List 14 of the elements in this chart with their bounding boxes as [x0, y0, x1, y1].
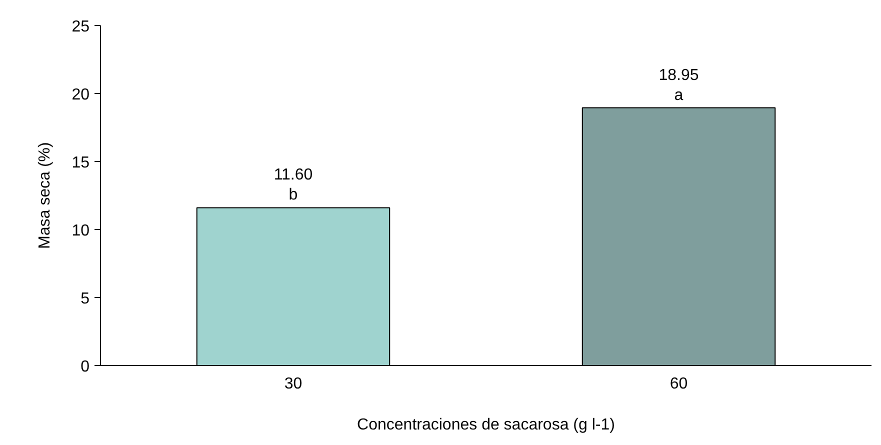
annotation: a	[674, 86, 684, 104]
x-tick-label: 60	[670, 376, 688, 392]
data-label: 11.60	[274, 166, 313, 184]
y-tick-label: 20	[72, 86, 90, 104]
x-tick-label: 30	[284, 376, 302, 392]
y-axis-title: Masa seca (%)	[36, 142, 54, 249]
y-tick-label: 5	[80, 290, 90, 308]
y-tick-label: 15	[72, 154, 90, 172]
x-axis-title: Concentraciones de sacarosa (g l-1)	[357, 416, 615, 434]
y-tick-label: 10	[72, 222, 90, 240]
annotation: b	[288, 186, 298, 204]
y-tick-label: 25	[72, 18, 90, 36]
data-label: 18.95	[658, 66, 699, 84]
y-tick-label: 0	[80, 358, 90, 376]
